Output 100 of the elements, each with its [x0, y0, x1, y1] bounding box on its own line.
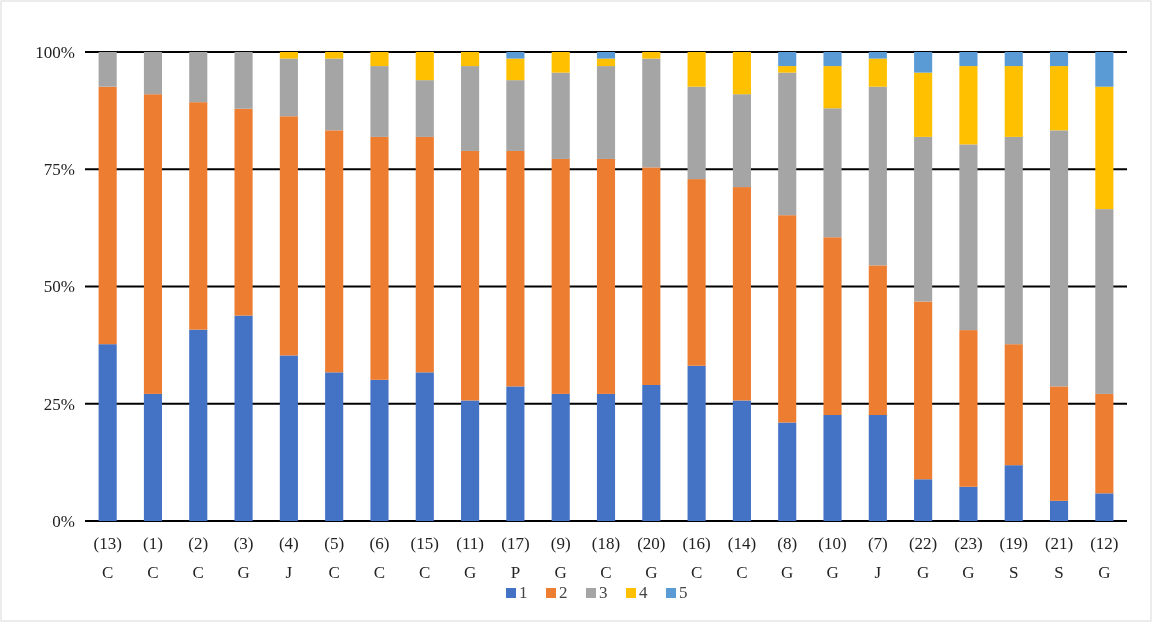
bar	[415, 52, 434, 81]
bar	[914, 136, 933, 302]
bar	[415, 372, 434, 521]
bar	[687, 52, 706, 87]
x-tick-label: (21) S	[1044, 534, 1074, 582]
bar	[1049, 130, 1069, 387]
x-tick-label: (6) C	[369, 534, 390, 582]
bar	[1004, 136, 1023, 345]
bar	[506, 386, 525, 521]
bar	[959, 330, 978, 487]
bar	[1049, 386, 1069, 501]
bar	[732, 400, 751, 521]
bar	[914, 479, 933, 521]
bar	[823, 108, 842, 238]
bar	[506, 58, 525, 81]
bar	[596, 58, 616, 67]
bar	[732, 52, 751, 95]
bar	[1095, 86, 1114, 210]
bar	[551, 393, 570, 521]
bar	[642, 58, 661, 168]
x-tick-label: (20) G	[637, 534, 666, 582]
bar	[234, 108, 253, 316]
bar	[732, 187, 751, 401]
bar	[506, 52, 525, 59]
bar	[596, 66, 616, 159]
bar	[1049, 66, 1069, 131]
x-tick-label: (1) C	[143, 534, 163, 582]
bar	[914, 52, 933, 73]
bar	[415, 80, 434, 137]
bar	[596, 52, 616, 59]
bar	[868, 86, 887, 266]
bar	[143, 94, 163, 394]
bar	[914, 72, 933, 137]
bar	[234, 52, 253, 109]
bar	[596, 158, 616, 394]
bar	[325, 52, 344, 59]
bar	[1004, 465, 1023, 521]
x-tick-label: (11) G	[456, 534, 484, 582]
bar	[868, 415, 887, 521]
bar	[370, 379, 389, 521]
bar	[596, 393, 616, 521]
bar	[370, 136, 389, 380]
x-tick-label: (12) G	[1090, 534, 1119, 582]
bar	[234, 315, 253, 521]
x-tick-label: (5) C	[324, 534, 345, 582]
x-tick-label: (9) G	[550, 534, 571, 582]
bar	[461, 52, 480, 67]
x-tick-label: (2) C	[188, 534, 209, 582]
bar	[823, 415, 842, 521]
bar	[868, 52, 887, 59]
x-tick-label: (22) G	[908, 534, 938, 582]
bar	[1004, 52, 1023, 67]
bar	[325, 130, 344, 373]
y-tick-label: 75%	[43, 160, 75, 180]
bar	[461, 66, 480, 151]
bar	[687, 86, 706, 180]
bar	[959, 486, 978, 521]
x-tick-label: (10) G	[818, 534, 847, 582]
bar	[687, 179, 706, 366]
x-tick-label: (18) C	[591, 534, 621, 582]
bar	[189, 52, 208, 103]
bar	[279, 116, 298, 356]
bar	[1095, 209, 1114, 394]
bar	[461, 400, 480, 521]
legend-label: 5	[679, 583, 688, 602]
x-tick-label: (7) J	[867, 534, 888, 582]
y-tick-label: 25%	[43, 394, 75, 414]
bar	[1095, 493, 1114, 521]
x-tick-label: (17) P	[501, 534, 530, 582]
bar	[551, 72, 570, 159]
x-tick-label: (19) S	[999, 534, 1028, 582]
legend-label: 3	[599, 583, 608, 602]
bar	[325, 58, 344, 131]
x-tick-label: (4) J	[278, 534, 299, 582]
bar	[279, 355, 298, 521]
bar	[143, 393, 163, 521]
bar	[642, 52, 661, 59]
legend-label: 2	[559, 583, 568, 602]
bar	[415, 136, 434, 373]
bar	[823, 52, 842, 67]
bar	[823, 66, 842, 109]
bar	[1095, 52, 1114, 87]
bar	[868, 265, 887, 416]
bar	[914, 301, 933, 480]
bar	[959, 66, 978, 145]
bar	[959, 144, 978, 331]
bar	[732, 94, 751, 188]
bar	[1049, 52, 1069, 67]
bar	[778, 52, 797, 67]
bar	[551, 52, 570, 73]
bar	[642, 167, 661, 385]
bar	[370, 66, 389, 137]
y-tick-label: 50%	[43, 277, 75, 297]
bar	[1004, 344, 1023, 466]
bar	[279, 58, 298, 117]
x-tick-label: (23) G	[954, 534, 983, 582]
bar	[868, 58, 887, 87]
bar	[1095, 393, 1114, 494]
bar	[687, 365, 706, 521]
bar	[778, 422, 797, 521]
